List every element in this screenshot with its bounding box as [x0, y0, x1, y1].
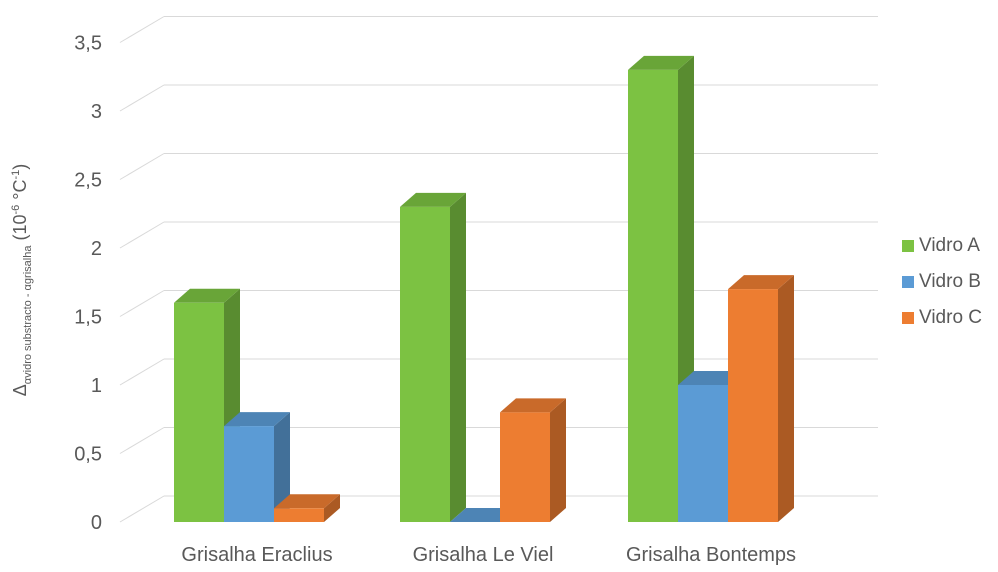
gridline-diagonal: [119, 495, 165, 523]
bar-front: [628, 69, 678, 523]
legend-item-vidro-b: Vidro B: [902, 268, 982, 296]
gridline-diagonal: [119, 84, 165, 112]
bar-top: [450, 508, 516, 522]
gridline-diagonal: [119, 358, 165, 386]
bar-top: [728, 275, 794, 290]
bar-side: [450, 192, 466, 522]
bar-vidro-b: [224, 412, 290, 522]
bar-top: [274, 494, 340, 509]
legend: Vidro A Vidro B Vidro C: [902, 232, 982, 340]
bar-side: [274, 412, 290, 522]
gridline-diagonal: [119, 16, 165, 43]
bars: [174, 55, 794, 523]
y-tick-label: 1,5: [74, 307, 102, 329]
y-axis-ticks: 0 0,5 1 1,5 2 2,5 3 3,5: [74, 33, 102, 535]
legend-item-vidro-c: Vidro C: [902, 304, 982, 332]
bar-vidro-a: [400, 192, 466, 522]
y-tick-label: 0: [91, 512, 102, 534]
legend-swatch: [902, 312, 914, 324]
bar-vidro-c: [500, 398, 566, 522]
bar-top: [678, 371, 744, 385]
x-axis-categories: Grisalha Eraclius Grisalha Le Viel Grisalh…: [181, 544, 796, 566]
gridline-diagonal: [119, 427, 165, 454]
bar-side: [778, 275, 794, 522]
gridline-diagonal: [119, 153, 165, 180]
legend-label: Vidro A: [919, 235, 980, 256]
bar-top: [500, 398, 566, 413]
bar-vidro-c: [274, 494, 340, 522]
legend-label: Vidro C: [919, 307, 983, 328]
bar-side: [324, 494, 340, 522]
x-category-label: Grisalha Le Viel: [413, 544, 554, 566]
y-tick-label: 3,5: [74, 33, 102, 55]
bar-front: [500, 412, 550, 522]
y-tick-label: 2: [91, 238, 102, 260]
bar-top: [628, 55, 694, 70]
gridline-diagonal: [119, 290, 165, 317]
legend-label: Vidro B: [919, 271, 981, 292]
bar-top: [224, 412, 290, 427]
legend-item-vidro-a: Vidro A: [902, 232, 982, 260]
x-category-label: Grisalha Eraclius: [181, 544, 332, 566]
y-tick-label: 3: [91, 101, 102, 123]
legend-swatch: [902, 240, 914, 252]
bar-top: [174, 288, 240, 303]
gridline-diagonal: [119, 221, 165, 249]
bar-vidro-c: [728, 275, 794, 522]
bar-vidro-b: [450, 508, 516, 522]
x-category-label: Grisalha Bontemps: [626, 544, 796, 566]
bar-front: [678, 385, 728, 522]
y-tick-label: 2,5: [74, 170, 102, 192]
bar-front: [274, 508, 324, 522]
y-tick-label: 1: [91, 375, 102, 397]
legend-swatch: [902, 276, 914, 288]
bar-front: [728, 289, 778, 522]
bar-front: [400, 206, 450, 522]
bar-front: [174, 302, 224, 522]
y-tick-label: 0,5: [74, 444, 102, 466]
bar-front: [224, 426, 274, 522]
bar-side: [550, 398, 566, 522]
y-axis-label: Δαvidro substracto - αgrisalha (10-6 °C-…: [10, 163, 34, 397]
bar-top: [400, 192, 466, 207]
